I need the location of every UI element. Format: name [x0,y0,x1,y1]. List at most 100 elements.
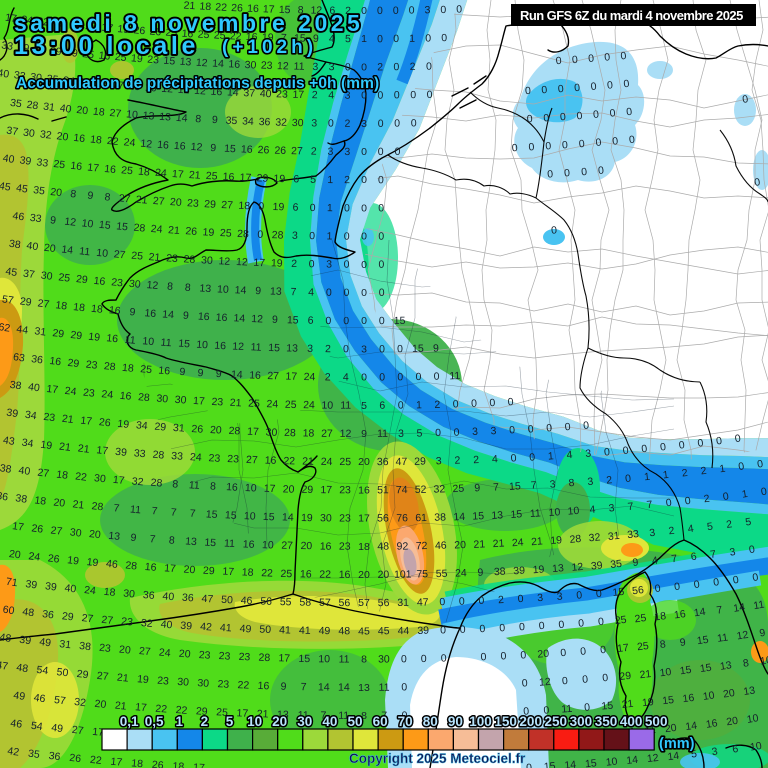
svg-text:20: 20 [76,104,89,117]
svg-text:9: 9 [179,366,186,378]
svg-text:49: 49 [39,636,52,649]
svg-text:19: 19 [301,512,313,524]
svg-text:11: 11 [130,503,142,516]
svg-text:16: 16 [247,3,259,16]
svg-text:13: 13 [179,56,192,69]
svg-text:0: 0 [378,202,384,214]
svg-text:26: 26 [47,552,60,565]
svg-text:38: 38 [434,511,446,523]
svg-text:16: 16 [243,538,255,551]
svg-text:22: 22 [155,703,168,716]
svg-text:45: 45 [378,625,390,637]
svg-text:3: 3 [329,61,335,73]
svg-text:0: 0 [393,33,399,45]
svg-text:0: 0 [393,61,399,73]
svg-text:20: 20 [358,569,370,581]
svg-text:20: 20 [537,648,550,661]
svg-text:46: 46 [33,692,46,705]
svg-text:25: 25 [121,164,134,177]
svg-text:0: 0 [604,51,611,64]
svg-text:29: 29 [67,357,80,370]
svg-text:9: 9 [433,342,439,354]
svg-text:8: 8 [210,480,217,492]
svg-text:8: 8 [659,638,666,651]
svg-text:0: 0 [378,259,384,271]
svg-text:26: 26 [185,225,198,238]
svg-text:39: 39 [25,578,38,591]
svg-text:28: 28 [103,360,116,373]
svg-text:0: 0 [345,61,351,73]
svg-text:45: 45 [358,625,370,637]
svg-text:0: 0 [361,146,367,158]
svg-text:0: 0 [379,287,385,299]
svg-text:0: 0 [741,93,749,106]
svg-text:0: 0 [546,422,553,434]
svg-text:18: 18 [73,301,86,314]
svg-text:3: 3 [585,448,592,460]
svg-text:0: 0 [628,134,635,147]
svg-text:16: 16 [144,561,157,574]
svg-text:25: 25 [248,398,260,411]
svg-text:0: 0 [440,624,446,636]
svg-text:5: 5 [226,714,234,729]
svg-text:16: 16 [249,369,261,382]
svg-text:7: 7 [301,681,307,693]
svg-text:11: 11 [160,336,172,349]
svg-text:19: 19 [272,201,284,213]
svg-text:14: 14 [338,682,350,694]
svg-text:3: 3 [345,90,351,102]
svg-text:0: 0 [562,139,569,151]
svg-text:0: 0 [401,653,407,665]
svg-text:14: 14 [318,681,330,693]
svg-text:15: 15 [163,55,176,68]
svg-text:33: 33 [133,447,146,460]
svg-text:5: 5 [310,174,316,186]
svg-text:17: 17 [285,371,297,383]
svg-text:16: 16 [157,139,170,152]
svg-text:20: 20 [178,648,191,661]
svg-text:30: 30 [69,526,82,539]
svg-text:0: 0 [625,473,632,486]
svg-text:20: 20 [50,186,63,199]
svg-text:1: 1 [361,33,367,45]
svg-text:34: 34 [24,409,37,422]
svg-text:0: 0 [439,596,445,608]
svg-text:23: 23 [218,650,230,663]
svg-text:15: 15 [205,508,218,521]
svg-text:20: 20 [664,722,677,735]
svg-text:13: 13 [270,285,282,297]
svg-text:17: 17 [253,257,265,269]
svg-text:92: 92 [396,541,408,553]
svg-text:0: 0 [595,137,602,150]
svg-text:0: 0 [453,426,459,438]
svg-text:13: 13 [159,111,172,124]
svg-text:29: 29 [619,670,632,683]
svg-text:9: 9 [361,428,367,440]
svg-text:8: 8 [742,657,750,670]
svg-text:50: 50 [259,624,271,636]
svg-text:15: 15 [268,342,280,354]
svg-text:0: 0 [526,762,533,768]
svg-text:19: 19 [117,23,130,36]
svg-text:12: 12 [646,752,659,765]
svg-text:56: 56 [378,597,390,609]
svg-text:24: 24 [123,136,136,149]
svg-text:14: 14 [231,369,243,382]
svg-text:25: 25 [634,612,647,625]
svg-text:20: 20 [43,242,56,255]
svg-text:Accumulation de précipitations: Accumulation de précipitations depuis +0… [16,75,379,92]
svg-text:25: 25 [140,363,153,376]
svg-text:18: 18 [34,494,47,507]
svg-text:29: 29 [414,456,426,468]
svg-text:0: 0 [559,111,566,123]
svg-text:0: 0 [527,423,534,435]
svg-text:7: 7 [530,479,537,491]
svg-text:0: 0 [479,623,486,635]
svg-text:21: 21 [77,442,90,455]
svg-text:30: 30 [265,426,277,438]
svg-text:0: 0 [309,258,315,270]
svg-text:7: 7 [627,500,634,513]
svg-text:7: 7 [716,604,724,617]
svg-text:9: 9 [212,114,219,126]
svg-text:27: 27 [37,297,50,310]
